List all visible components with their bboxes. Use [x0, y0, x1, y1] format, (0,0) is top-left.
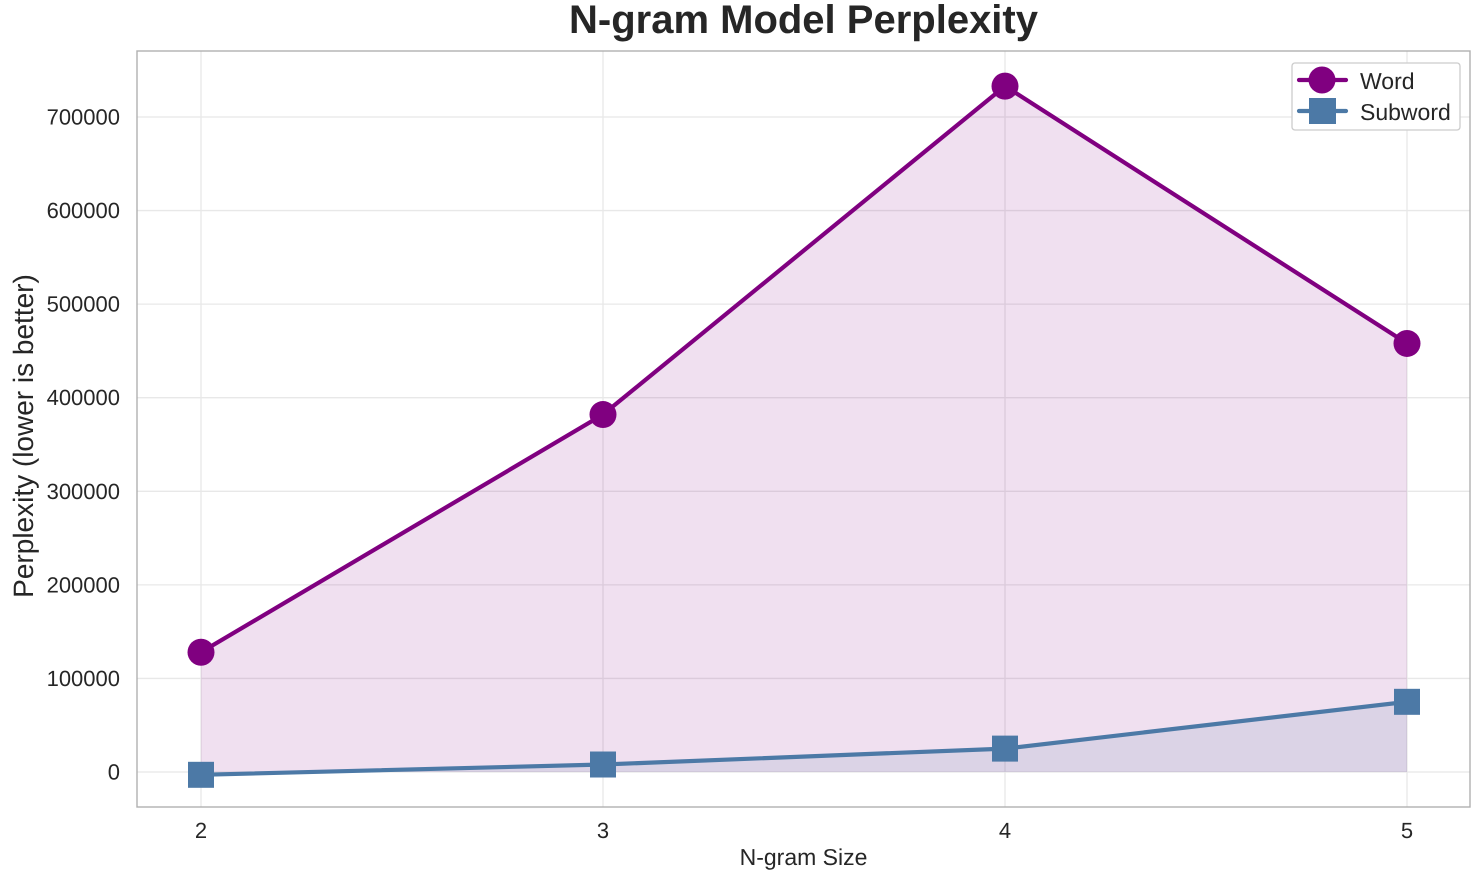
svg-text:600000: 600000	[47, 198, 120, 223]
svg-text:300000: 300000	[47, 479, 120, 504]
svg-text:4: 4	[999, 818, 1011, 843]
svg-text:100000: 100000	[47, 666, 120, 691]
svg-text:N-gram Model Perplexity: N-gram Model Perplexity	[569, 0, 1039, 42]
svg-text:N-gram Size: N-gram Size	[740, 844, 868, 870]
svg-text:500000: 500000	[47, 292, 120, 317]
svg-text:Subword: Subword	[1360, 99, 1451, 125]
svg-text:200000: 200000	[47, 572, 120, 597]
svg-text:400000: 400000	[47, 385, 120, 410]
svg-text:3: 3	[597, 818, 609, 843]
svg-text:Word: Word	[1360, 68, 1415, 94]
svg-text:700000: 700000	[47, 105, 120, 130]
svg-text:Perplexity (lower is better): Perplexity (lower is better)	[8, 274, 39, 598]
svg-text:2: 2	[195, 818, 207, 843]
svg-text:0: 0	[108, 760, 120, 785]
svg-text:5: 5	[1401, 818, 1413, 843]
